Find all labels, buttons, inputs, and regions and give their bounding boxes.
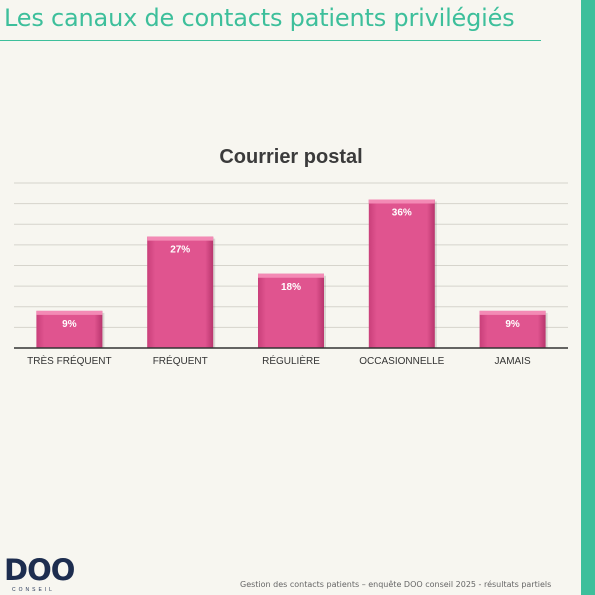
bar: [36, 310, 103, 348]
title-underline: [0, 40, 541, 41]
chart-title: Courrier postal: [219, 146, 363, 168]
doo-logo-subtext: CONSEIL: [12, 587, 55, 593]
data-label: 9%: [505, 319, 520, 330]
bar: [479, 310, 546, 348]
x-tick-label: TRÈS FRÉQUENT: [27, 354, 111, 367]
accent-side-stripe: [581, 0, 595, 595]
bar-top-highlight: [258, 273, 324, 278]
data-label: 18%: [281, 282, 301, 293]
bar-top-highlight: [147, 236, 214, 241]
data-label: 9%: [62, 319, 77, 330]
bar-top-highlight: [479, 310, 546, 315]
bar-top-highlight: [36, 310, 103, 315]
bar: [147, 236, 214, 348]
bar-top-highlight: [368, 199, 435, 204]
bar-chart: 9% 27% 18% 36% 9% TRÈS FRÉQUENT FRÉQUENT RÉGUL…: [14, 182, 568, 367]
data-label: 36%: [392, 208, 412, 219]
page-title: Les canaux de contacts patients privilég…: [4, 4, 515, 32]
doo-logo: DOO: [4, 553, 75, 587]
footer-caption: Gestion des contacts patients – enquête …: [240, 580, 552, 589]
x-tick-label: FRÉQUENT: [153, 354, 208, 367]
x-tick-label: OCCASIONNELLE: [359, 356, 444, 367]
data-label: 27%: [170, 245, 190, 256]
x-tick-label: RÉGULIÈRE: [262, 354, 320, 367]
x-tick-label: JAMAIS: [495, 356, 531, 367]
bar: [368, 199, 435, 348]
bar: [258, 273, 324, 348]
